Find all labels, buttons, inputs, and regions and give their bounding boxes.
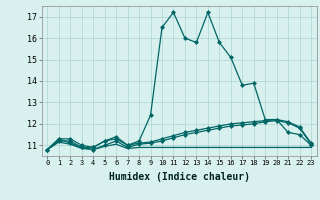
- X-axis label: Humidex (Indice chaleur): Humidex (Indice chaleur): [109, 172, 250, 182]
